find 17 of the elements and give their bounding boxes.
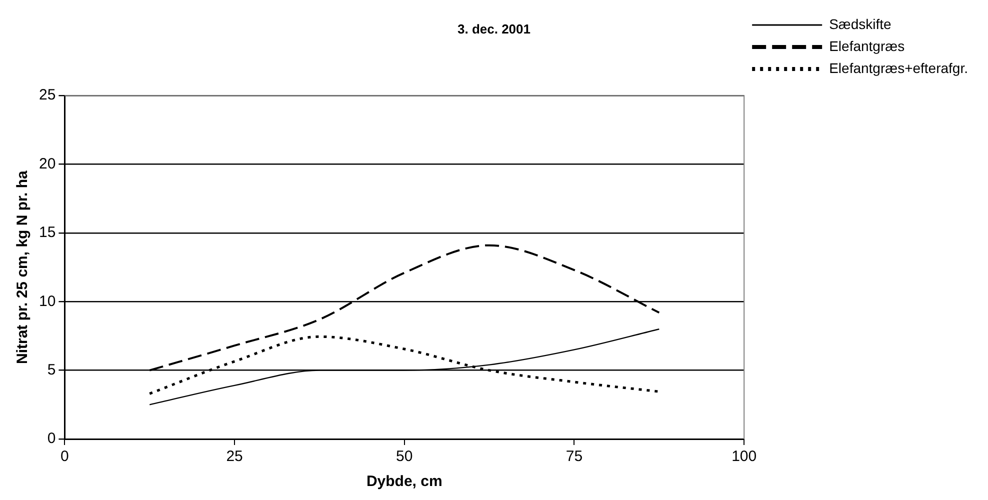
y-tick-label: 10 — [38, 292, 56, 310]
x-tick-label: 100 — [732, 448, 757, 466]
legend-label: Elefantgræs — [829, 38, 905, 54]
chart-title: 3. dec. 2001 — [458, 21, 530, 36]
y-tick-label: 25 — [38, 86, 56, 104]
y-tick-label: 20 — [38, 155, 56, 172]
x-tick-label: 50 — [396, 448, 413, 466]
x-tick-label: 75 — [566, 448, 583, 466]
x-tick-label: 25 — [226, 448, 243, 466]
y-tick-label: 5 — [47, 361, 56, 378]
y-tick-label: 0 — [47, 430, 56, 448]
legend-label: Elefantgræs+efterafgr. — [829, 60, 968, 76]
x-axis-title: Dybde, cm — [366, 473, 442, 490]
legend-label: Sædskifte — [829, 16, 892, 32]
x-tick-label: 0 — [60, 448, 69, 466]
y-axis-title: Nitrat pr. 25 cm, kg N pr. ha — [14, 170, 32, 364]
y-tick-label: 15 — [38, 224, 56, 242]
